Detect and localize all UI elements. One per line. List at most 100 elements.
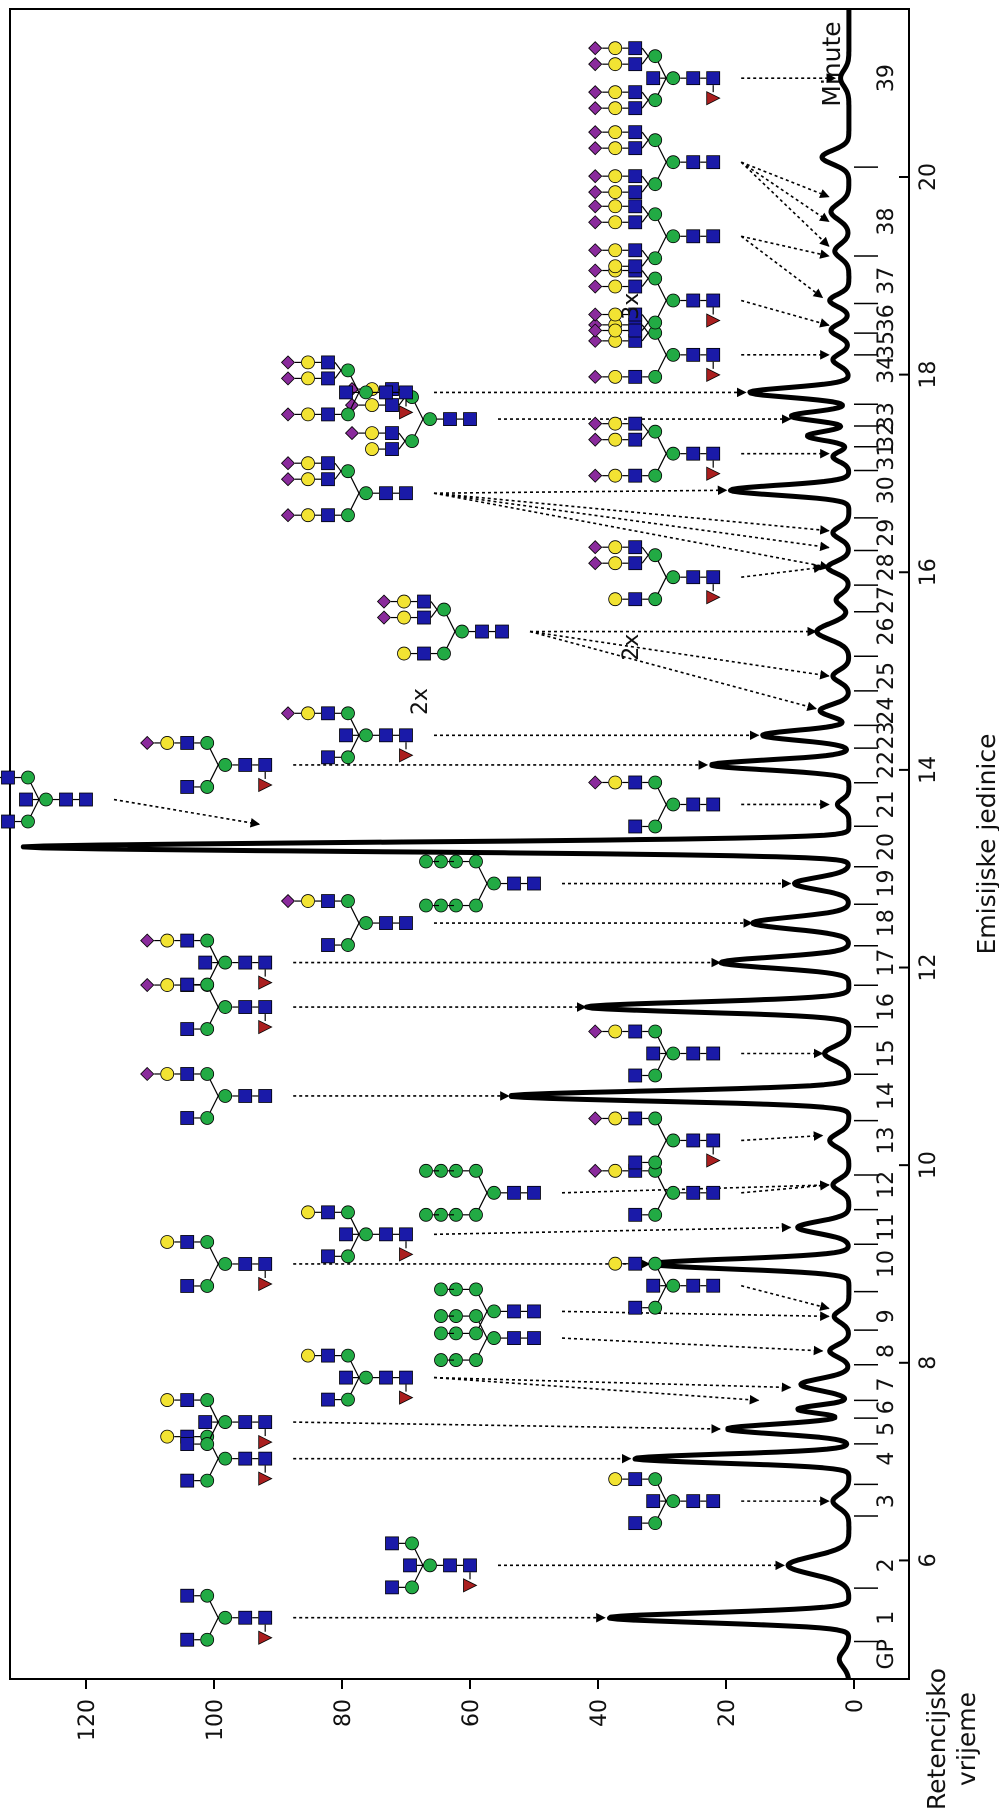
core-glcnac-1 (706, 1133, 721, 1148)
ant-glcnac-1-1 (385, 442, 399, 456)
arrow-g30-extra-2 (433, 492, 830, 571)
glycan-annotations: 2x 2x 3x (0, 41, 721, 1647)
core-mannose (423, 412, 437, 426)
glycan-g3 (608, 1472, 721, 1531)
arm-mannose-0 (648, 1256, 663, 1271)
arm-mannose-1 (341, 750, 355, 765)
core-glcnac-1 (706, 71, 721, 86)
ant-glcnac-0-0 (417, 594, 431, 609)
arm-mannose-1 (648, 468, 663, 483)
x-tick-label-4: 14 (916, 756, 941, 784)
ant-glcnac-1-0 (628, 592, 643, 607)
core-glcnac-2 (238, 758, 253, 772)
bisect-glcnac (646, 1278, 661, 1293)
arm-mannose-0 (341, 1348, 355, 1363)
arrow-g30 (433, 485, 728, 496)
ant-link-1-0 (398, 432, 406, 442)
arm-mannose-0 (341, 894, 355, 908)
glycan-holder-g30 (280, 456, 413, 523)
core-glcnac-1 (258, 1451, 273, 1466)
core-mannose (359, 385, 373, 400)
arm-mannose-1 (648, 1516, 663, 1531)
ant-galactose-0-1 (397, 610, 411, 625)
ant-glcnac-1-0 (628, 169, 643, 184)
peak-label-19: 19 (874, 870, 899, 898)
arm-mannose-0 (648, 207, 663, 222)
glycan-g1 (180, 1588, 273, 1647)
ant-galactose-0-0 (301, 706, 315, 721)
arrow-g9 (561, 1310, 830, 1321)
core-glcnac-1 (463, 412, 477, 426)
ant-sialic-0-1 (280, 472, 296, 487)
arrow-g7-extra-0 (433, 1376, 760, 1405)
core-glcnac-1 (706, 155, 721, 170)
y-tick-label-6: 120 (75, 1699, 100, 1741)
core-glcnac-2 (238, 955, 253, 970)
core-glcnac-2 (686, 347, 701, 362)
fucose (706, 91, 721, 106)
glycan-holder-g39 (588, 41, 721, 116)
ant-glcnac-0-0 (628, 1256, 643, 1271)
glycan-g14 (140, 1066, 273, 1125)
glycan-holder-g37: 3x (588, 199, 721, 320)
arm-mannose-1 (341, 407, 355, 422)
ant-sialic-0-1 (588, 279, 603, 294)
arrow-g37-extra-0 (741, 235, 830, 259)
ant-galactose-0-0 (608, 1472, 623, 1487)
core-glcnac-1 (399, 1370, 413, 1385)
ant-galactose-0-0 (608, 1256, 623, 1271)
arm-mannose-0 (405, 1536, 419, 1551)
ant-galactose-0-1 (301, 371, 315, 386)
ant-sialic-0-0 (280, 355, 296, 370)
core-mannose (218, 1610, 233, 1625)
ant-glcnac-0-0 (628, 41, 643, 56)
glycan-holder-g31 (588, 416, 721, 483)
arm-mannose-1 (200, 1437, 215, 1451)
peak-label-7: 7 (874, 1378, 899, 1392)
man-0-2 (419, 1163, 433, 1178)
ant-galactose-0-0 (160, 933, 175, 948)
ant-glcnac-0-0 (321, 706, 335, 721)
core-mannose (666, 797, 681, 812)
ant-link-1-1 (398, 440, 406, 450)
bisect-glcnac (339, 1370, 353, 1385)
arm-mannose-1 (469, 1353, 483, 1367)
core-glcnac-1 (399, 486, 413, 501)
ant-glcnac-0-0 (628, 1024, 643, 1039)
ant-glcnac-0-0 (321, 1205, 335, 1220)
ant-sialic-1-1 (588, 101, 603, 116)
fucose (463, 1578, 478, 1593)
ant-glcnac-1-0 (321, 508, 335, 523)
glycan-holder-g22 (140, 735, 273, 794)
core-glcnac-1 (706, 570, 721, 585)
ant-sialic-0-0 (140, 977, 155, 993)
arm-mannose-0 (21, 770, 35, 785)
glycan-g2 (385, 1536, 478, 1595)
arrow-g5 (293, 1421, 721, 1434)
ant-glcnac-1-0 (321, 407, 335, 422)
ant-glcnac-0-0 (628, 540, 643, 555)
fucose (399, 1247, 414, 1262)
core-glcnac-2 (686, 570, 701, 585)
glycan-holder-g17 (140, 933, 273, 992)
peak-label-35: 35 (874, 331, 899, 359)
core-glcnac-1 (706, 797, 721, 812)
glycan-g5 (160, 1393, 273, 1451)
peak-label-6: 6 (874, 1400, 899, 1414)
core-glcnac-2 (379, 1227, 393, 1242)
ant-sialic-0-0 (376, 594, 392, 609)
arrow-g30-extra-0 (433, 492, 830, 535)
ant-galactose-1-0 (301, 508, 315, 523)
ant-sialic-0-0 (280, 706, 296, 721)
core-glcnac-2 (686, 797, 701, 812)
ant-glcnac-0-0 (628, 199, 643, 214)
ant-sialic-0-1 (588, 556, 603, 571)
core-glcnac-2 (379, 1370, 393, 1385)
core-glcnac-1 (706, 293, 721, 308)
core-glcnac-1 (399, 1227, 413, 1242)
glycan-g33 (280, 355, 414, 422)
ant-galactose-0-1 (608, 432, 623, 447)
core-glcnac-2 (238, 1415, 253, 1429)
arrow-g26-extra-0 (529, 630, 830, 680)
man-1-1 (434, 1326, 448, 1341)
